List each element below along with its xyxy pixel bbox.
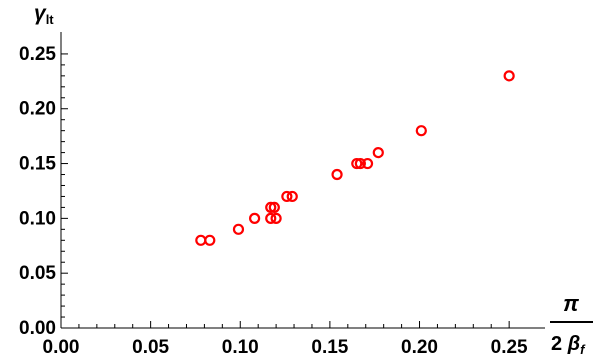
data-point [268, 201, 280, 214]
y-axis-title: γlt [34, 2, 54, 27]
data-point [351, 157, 363, 170]
data-point [361, 157, 374, 170]
data-point [204, 234, 216, 246]
y-tick-label: 0.05 [19, 263, 56, 284]
data-point [270, 212, 282, 224]
x-tick-label: 0.15 [311, 337, 348, 358]
x-tick-label: 0.25 [491, 337, 528, 358]
y-tick-label: 0.15 [19, 154, 56, 175]
data-point [354, 157, 366, 170]
y-tick-label: 0.25 [19, 44, 56, 65]
data-point [372, 146, 384, 159]
x-axis-ticks: 0.00 0.05 0.10 0.15 0.20 0.25 [43, 321, 528, 358]
data-point [286, 190, 298, 203]
y-tick-label: 0.10 [19, 208, 56, 229]
y-tick-label: 0.00 [19, 318, 56, 339]
x-axis-title-numerator: π [563, 291, 579, 316]
data-point [281, 190, 293, 203]
data-point [232, 223, 245, 235]
x-tick-label: 0.05 [132, 337, 169, 358]
x-axis-title-denominator-subscript: f [580, 342, 586, 357]
data-point [195, 234, 207, 246]
x-tick-label: 0.10 [222, 337, 259, 358]
x-axis-title: π 2 βf [550, 291, 593, 357]
data-point [415, 125, 427, 137]
x-tick-label: 0.00 [43, 337, 80, 358]
data-point [265, 212, 277, 224]
data-point [249, 212, 261, 224]
y-axis-title-symbol: γ [34, 2, 47, 25]
data-point [331, 168, 343, 181]
y-axis-ticks: 0.00 0.05 0.10 0.15 0.20 0.25 [19, 44, 68, 339]
x-axis-title-denominator: 2 βf [551, 333, 586, 357]
y-axis-title-subscript: lt [46, 12, 55, 27]
y-tick-label: 0.20 [19, 99, 56, 120]
x-axis-title-denominator-prefix: 2 [551, 333, 568, 355]
data-point [503, 70, 515, 82]
x-tick-label: 0.20 [401, 337, 438, 358]
data-points [195, 70, 515, 246]
x-axis-title-denominator-symbol: β [567, 333, 580, 355]
data-point [265, 201, 277, 214]
